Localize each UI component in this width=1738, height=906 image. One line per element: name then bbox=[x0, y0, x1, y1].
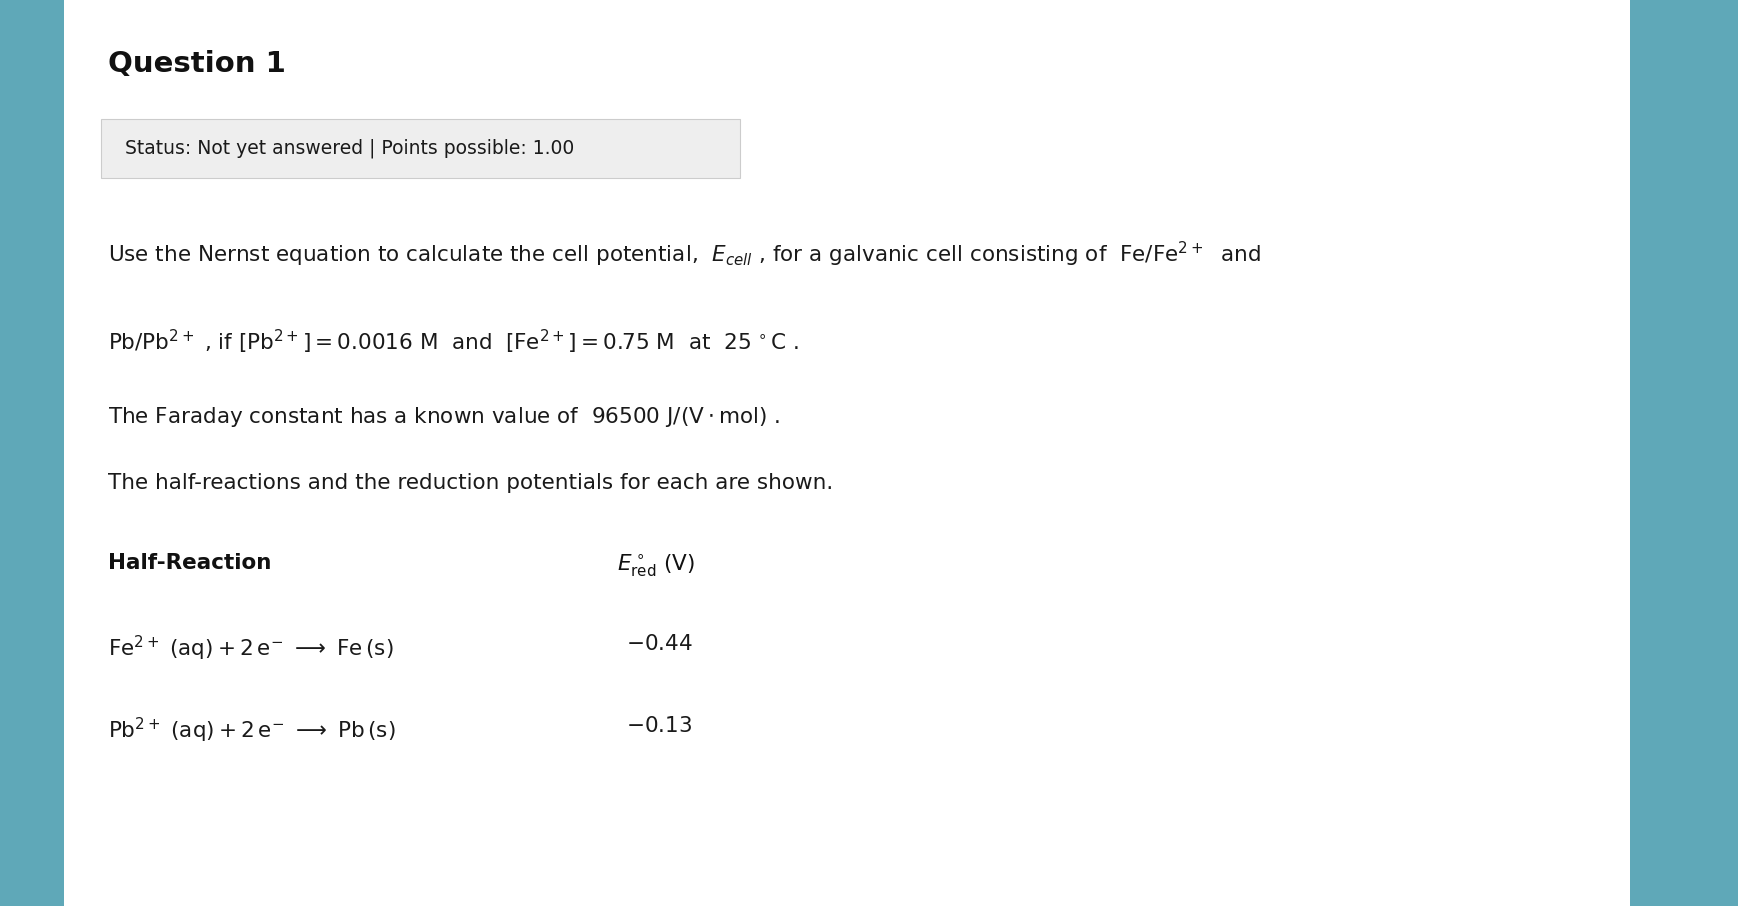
Text: Half-Reaction: Half-Reaction bbox=[108, 553, 271, 573]
Text: The Faraday constant has a known value of  $96500\ \mathrm{J/(V \cdot mol)}$ .: The Faraday constant has a known value o… bbox=[108, 405, 780, 429]
Text: $\mathrm{Pb^{2+}\ (aq) + 2\,e^{-}\ \longrightarrow\ Pb\,(s)}$: $\mathrm{Pb^{2+}\ (aq) + 2\,e^{-}\ \long… bbox=[108, 716, 396, 745]
Text: Use the Nernst equation to calculate the cell potential,  $E_{\mathit{cell}}$ , : Use the Nernst equation to calculate the… bbox=[108, 240, 1260, 269]
FancyBboxPatch shape bbox=[0, 0, 64, 906]
Text: $-0.13$: $-0.13$ bbox=[626, 716, 692, 736]
Text: $-0.44$: $-0.44$ bbox=[626, 634, 692, 654]
Text: $\mathrm{Fe^{2+}\ (aq) + 2\,e^{-}\ \longrightarrow\ Fe\,(s)}$: $\mathrm{Fe^{2+}\ (aq) + 2\,e^{-}\ \long… bbox=[108, 634, 393, 663]
Text: Question 1: Question 1 bbox=[108, 50, 285, 78]
Text: Status: Not yet answered | Points possible: 1.00: Status: Not yet answered | Points possib… bbox=[125, 139, 574, 159]
FancyBboxPatch shape bbox=[1630, 0, 1738, 906]
Text: The half-reactions and the reduction potentials for each are shown.: The half-reactions and the reduction pot… bbox=[108, 473, 833, 493]
Text: $\mathrm{Pb/Pb^{2+}}$ , if $\mathrm{[Pb^{2+}]} = 0.0016\ \mathrm{M}$  and  $\mat: $\mathrm{Pb/Pb^{2+}}$ , if $\mathrm{[Pb^… bbox=[108, 328, 798, 356]
FancyBboxPatch shape bbox=[101, 119, 740, 178]
Text: $\mathit{E}^\circ_{\mathrm{red}}\ \mathrm{(V)}$: $\mathit{E}^\circ_{\mathrm{red}}\ \mathr… bbox=[617, 553, 695, 579]
